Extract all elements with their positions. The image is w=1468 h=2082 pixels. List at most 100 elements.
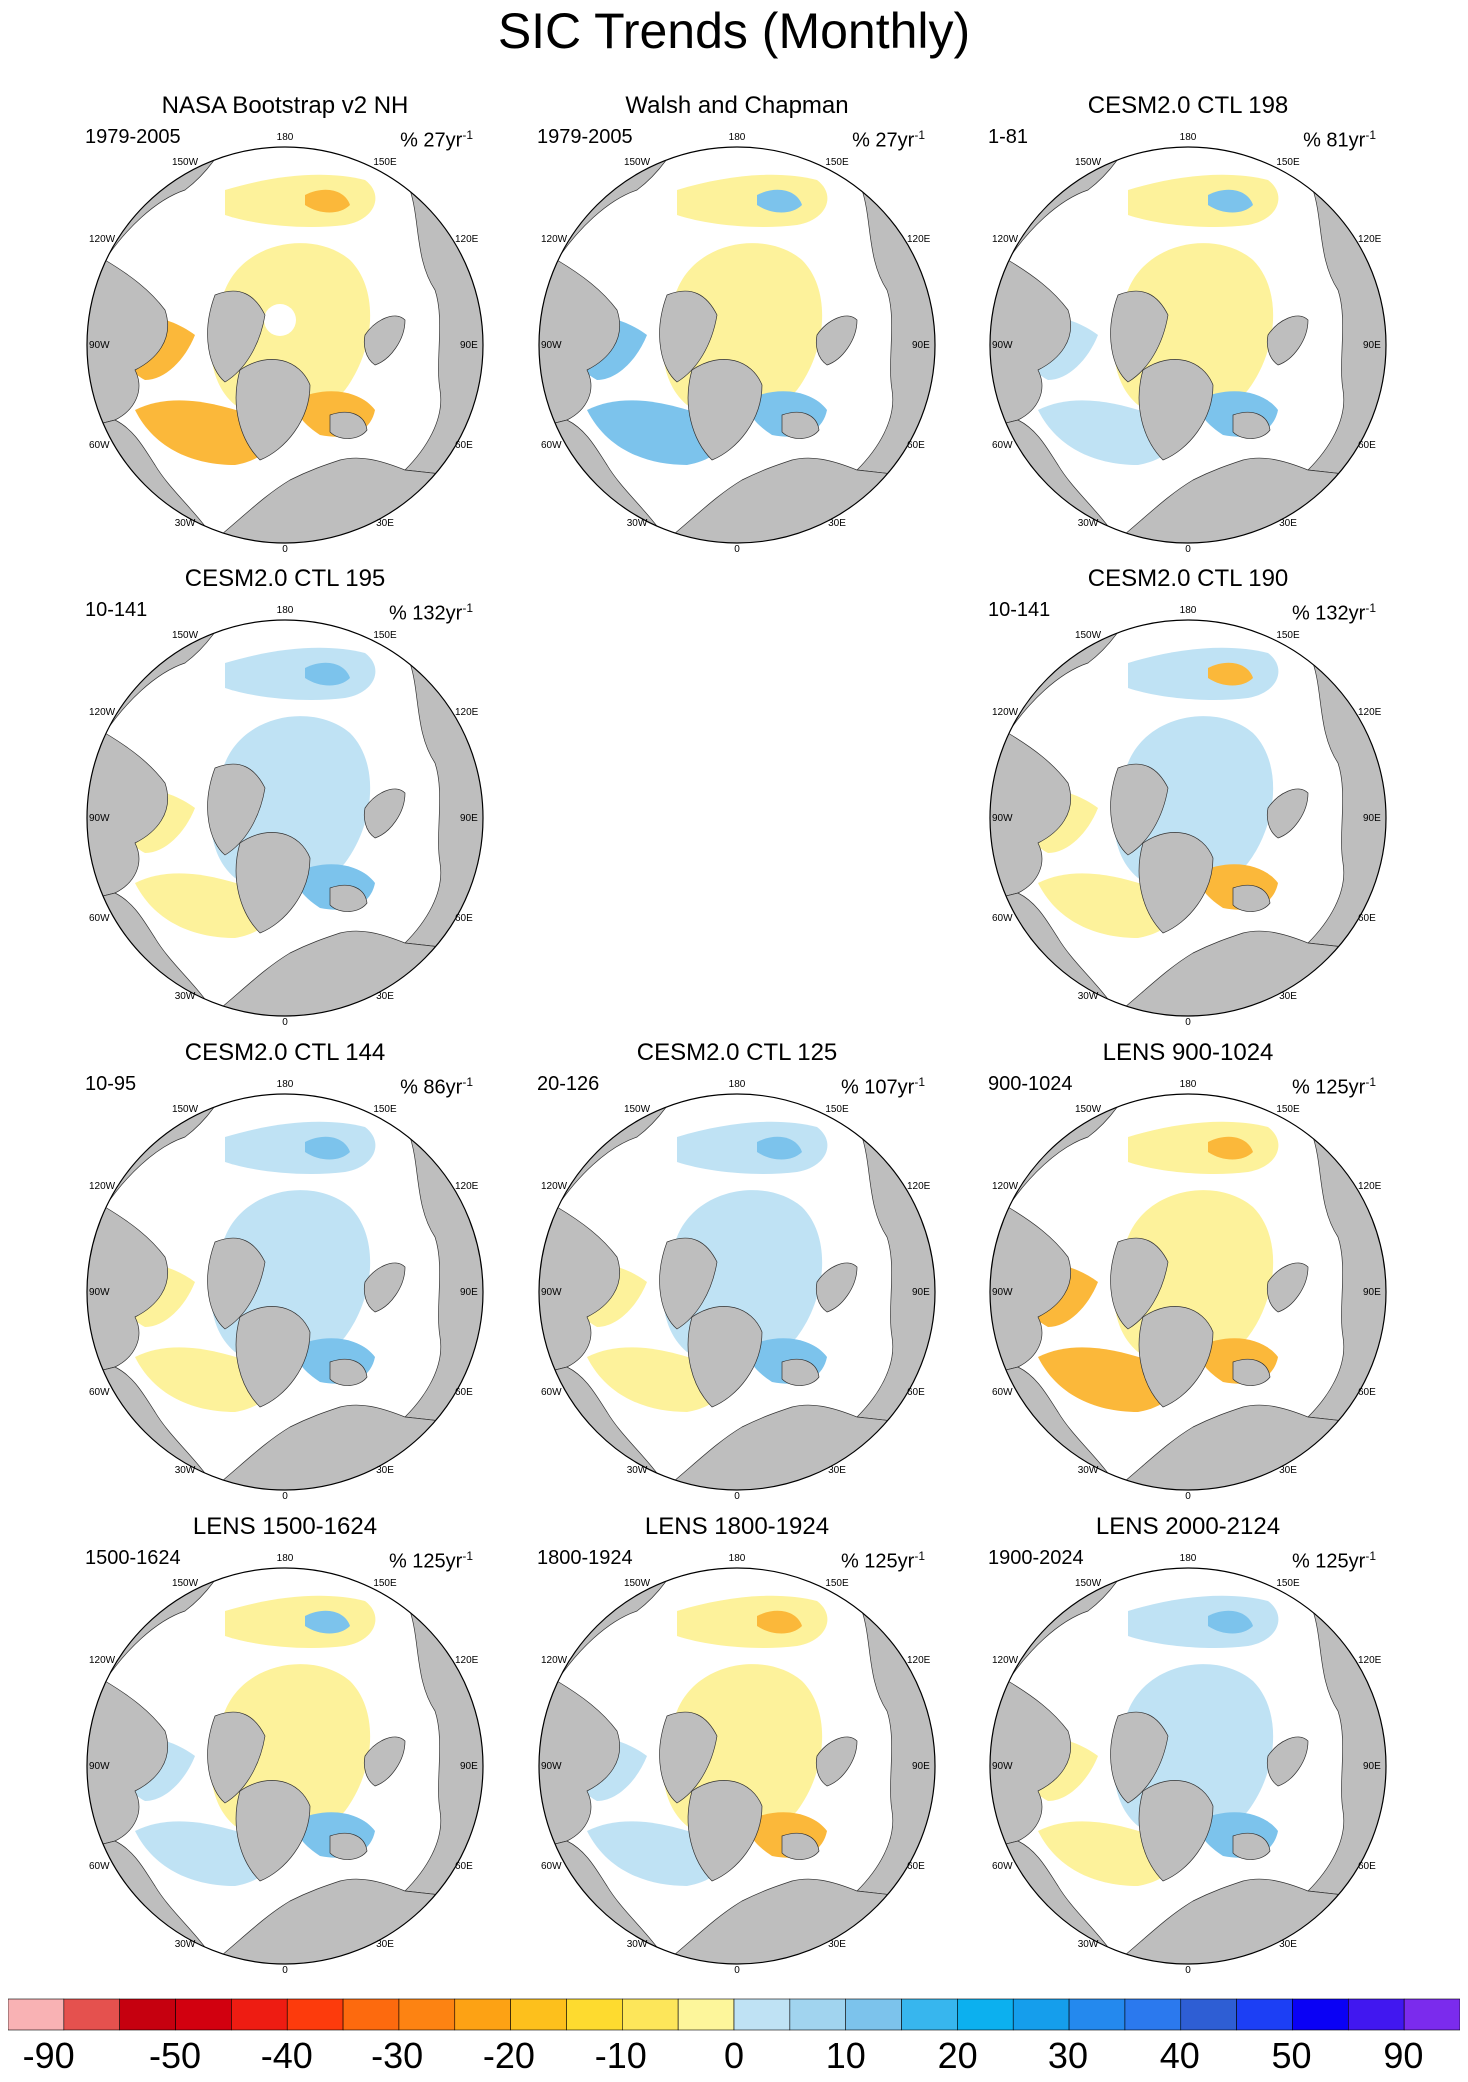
panel-period: 10-141 <box>85 599 148 621</box>
svalbard-land <box>781 411 820 439</box>
polar-map: 180 150W 150E 120W 120E 90W 90E 60W 60E 30W 30E 0 <box>989 1553 1387 1976</box>
sea-ice-siberian-shelf <box>225 647 376 700</box>
longitude-label: 60E <box>907 440 925 451</box>
panel-period: 10-141 <box>988 599 1051 621</box>
panel-units: % 125yr-1 <box>1292 1544 1376 1574</box>
panel-title: CESM2.0 CTL 195 <box>184 565 386 592</box>
svalbard-land <box>329 884 368 912</box>
polar-map: 180 150W 150E 120W 120E 90W 90E 60W 60E 30W 30E 0 <box>86 1079 484 1502</box>
units-exponent: -1 <box>1365 1075 1376 1089</box>
panel-period: 10-95 <box>85 1073 137 1095</box>
longitude-label: 0 <box>1185 1965 1191 1976</box>
novaya-zemlya-land <box>815 315 858 366</box>
longitude-label: 30E <box>376 1939 394 1950</box>
panel-title: LENS 1800-1924 <box>644 1513 830 1540</box>
longitude-label: 60E <box>1358 440 1376 451</box>
canada-land <box>990 259 1071 431</box>
longitude-label: 90E <box>460 340 478 351</box>
longitude-label: 60E <box>455 913 473 924</box>
colorbar-swatch <box>957 1998 1014 2031</box>
longitude-label: 120E <box>1358 1655 1382 1666</box>
panel-title: CESM2.0 CTL 190 <box>1087 565 1289 592</box>
longitude-label: 90E <box>1363 1287 1381 1298</box>
map-boundary <box>538 146 936 544</box>
colorbar-tick-label: 50 <box>1271 2035 1312 2076</box>
longitude-label: 90W <box>992 340 1013 351</box>
sea-ice-siberian-shelf <box>677 174 828 227</box>
pole-hole <box>264 304 296 336</box>
panel-units: % 81yr-1 <box>1303 123 1376 153</box>
greenland-land <box>235 359 311 461</box>
novaya-zemlya-land <box>363 1262 406 1313</box>
longitude-label: 120E <box>1358 234 1382 245</box>
panel-units: % 27yr-1 <box>852 123 925 153</box>
longitude-label: 90E <box>912 340 930 351</box>
greenland-land <box>235 1306 311 1408</box>
svalbard-land <box>329 411 368 439</box>
longitude-label: 90W <box>89 1761 110 1772</box>
map-panel: LENS 1500-1624 180 150W 150E 120W 120E 90W 90E 6… <box>75 1513 495 1976</box>
longitude-label: 90E <box>1363 340 1381 351</box>
greenland-land <box>687 359 763 461</box>
sea-ice-siberian-shelf <box>225 1595 376 1648</box>
map-panel: LENS 2000-2124 180 150W 150E 120W 120E 90W 90E 6… <box>978 1513 1398 1976</box>
canada-land <box>990 1680 1071 1852</box>
longitude-label: 90W <box>992 1287 1013 1298</box>
longitude-label: 180 <box>277 132 294 143</box>
colorbar-tick-label: -30 <box>371 2035 424 2076</box>
longitude-label: 120E <box>907 1181 931 1192</box>
greenland-land <box>1138 832 1214 934</box>
sea-ice-laptev-anomaly <box>1208 1136 1253 1160</box>
colorbar-swatch <box>733 1998 791 2031</box>
novaya-zemlya-land <box>363 315 406 366</box>
map-boundary <box>86 146 484 544</box>
map-panel: CESM2.0 CTL 144 180 150W 150E 120W 120E 90W 90E… <box>75 1039 495 1502</box>
longitude-label: 120W <box>89 1181 116 1192</box>
archipelago-land <box>207 1711 266 1804</box>
longitude-label: 120E <box>1358 707 1382 718</box>
panel-title: CESM2.0 CTL 198 <box>1087 92 1289 119</box>
units-text: % 86yr <box>400 1076 463 1099</box>
panel-period: 1500-1624 <box>85 1547 181 1569</box>
greenland-land <box>687 1306 763 1408</box>
units-exponent: -1 <box>914 128 925 142</box>
greenland-land <box>1138 1306 1214 1408</box>
colorbar-swatch <box>231 1998 288 2031</box>
colorbar-swatch <box>454 1998 511 2031</box>
longitude-label: 150W <box>624 1104 651 1115</box>
longitude-label: 90W <box>992 813 1013 824</box>
panel-period: 20-126 <box>537 1073 600 1095</box>
colorbar-swatch <box>845 1998 902 2031</box>
longitude-label: 180 <box>729 132 746 143</box>
longitude-label: 30W <box>627 518 648 529</box>
greenland-land <box>687 1780 763 1882</box>
panel-units: % 27yr-1 <box>400 123 473 153</box>
longitude-label: 90E <box>1363 1761 1381 1772</box>
canada-land <box>87 1206 168 1378</box>
units-exponent: -1 <box>1365 128 1376 142</box>
colorbar-tick-label: 90 <box>1383 2035 1424 2076</box>
longitude-label: 0 <box>734 544 740 555</box>
archipelago-land <box>207 763 266 856</box>
longitude-label: 90W <box>541 340 562 351</box>
novaya-zemlya-land <box>363 788 406 839</box>
longitude-label: 60W <box>89 440 110 451</box>
longitude-label: 150W <box>172 630 199 641</box>
longitude-label: 30W <box>1078 1939 1099 1950</box>
colorbar-tick-label: 0 <box>723 2035 745 2076</box>
panel-title: CESM2.0 CTL 125 <box>636 1039 838 1066</box>
sea-ice-laptev-anomaly <box>757 189 802 213</box>
colorbar-swatch <box>1124 1998 1182 2031</box>
panel-period: 1979-2005 <box>537 126 633 148</box>
longitude-label: 180 <box>1180 132 1197 143</box>
longitude-label: 60W <box>89 913 110 924</box>
canada-land <box>87 732 168 904</box>
panel-units: % 132yr-1 <box>389 596 473 626</box>
colorbar-swatch <box>286 1998 344 2031</box>
map-boundary <box>538 1093 936 1491</box>
sea-ice-siberian-shelf <box>1128 647 1279 700</box>
longitude-label: 30W <box>1078 518 1099 529</box>
colorbar-swatch <box>1068 1998 1126 2031</box>
longitude-label: 150E <box>1276 1578 1300 1589</box>
colorbar-swatch <box>901 1998 958 2031</box>
